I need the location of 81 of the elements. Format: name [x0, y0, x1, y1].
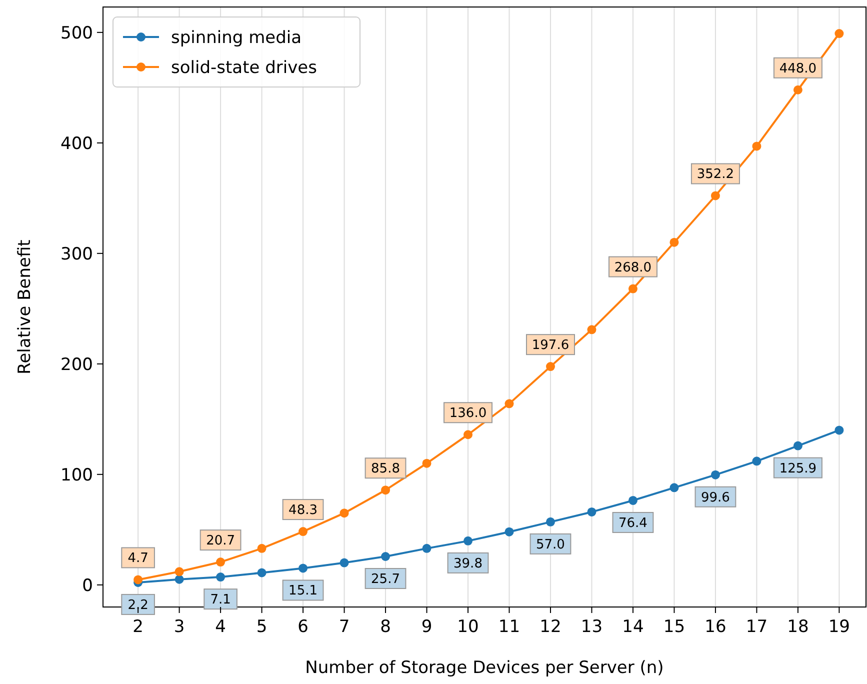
point	[298, 527, 308, 536]
point	[298, 564, 308, 573]
x-tick-label: 19	[828, 617, 850, 637]
data-label: 268.0	[614, 260, 652, 276]
point	[464, 430, 473, 440]
point	[340, 508, 349, 518]
x-tick-label: 3	[174, 617, 185, 637]
x-tick-label: 11	[498, 617, 520, 637]
point	[834, 29, 844, 38]
point	[257, 568, 266, 578]
legend-label: spinning media	[171, 28, 302, 48]
data-label: 48.3	[288, 503, 318, 518]
point	[710, 191, 720, 200]
point	[793, 85, 802, 94]
point	[834, 426, 844, 435]
point	[381, 486, 390, 495]
data-label: 136.0	[449, 406, 487, 422]
legend-label: solid-state drives	[171, 58, 318, 78]
data-label: 76.4	[618, 516, 648, 531]
point	[174, 574, 184, 584]
point	[587, 507, 596, 516]
point	[422, 458, 432, 468]
data-label: 39.8	[454, 556, 482, 572]
point	[340, 558, 349, 568]
point	[752, 142, 762, 151]
point	[216, 572, 226, 582]
x-tick-label: 9	[421, 617, 432, 637]
x-tick-label: 18	[787, 617, 809, 637]
x-tick-label: 14	[622, 617, 644, 637]
data-label: 2.2	[128, 598, 148, 613]
data-label: 20.7	[206, 534, 236, 549]
data-label: 15.1	[288, 584, 318, 599]
point	[670, 238, 679, 247]
x-tick-label: 4	[215, 617, 226, 637]
point	[793, 441, 802, 450]
x-tick-label: 8	[380, 617, 391, 637]
x-tick-label: 6	[298, 617, 308, 637]
y-axis-title: Relative Benefit	[15, 239, 35, 374]
point	[504, 399, 514, 408]
x-tick-label: 12	[540, 617, 562, 637]
y-tick-label: 100	[60, 465, 93, 486]
data-label: 197.6	[532, 338, 570, 354]
data-label: 4.7	[128, 551, 148, 566]
point	[134, 575, 143, 584]
point	[504, 527, 514, 536]
point	[257, 544, 266, 553]
y-tick-label: 400	[60, 134, 93, 154]
data-label: 25.7	[371, 572, 400, 588]
x-tick-label: 16	[704, 617, 726, 637]
point	[628, 284, 638, 294]
point	[670, 483, 679, 492]
y-tick-label: 300	[60, 244, 93, 264]
data-label: 125.9	[779, 461, 817, 476]
x-tick-label: 15	[663, 617, 686, 637]
point	[546, 362, 555, 372]
point	[381, 552, 390, 562]
data-label: 99.6	[700, 490, 730, 506]
point	[174, 567, 184, 576]
y-tick-label: 0	[82, 576, 93, 596]
point	[628, 496, 638, 505]
point	[546, 517, 555, 526]
point	[464, 536, 473, 546]
point	[422, 544, 432, 553]
point	[710, 470, 720, 480]
data-label: 57.0	[536, 537, 565, 552]
x-tick-label: 2	[132, 617, 144, 637]
data-label: 448.0	[779, 61, 817, 76]
data-label: 352.2	[696, 167, 734, 182]
data-label: 7.1	[210, 592, 231, 608]
data-label: 85.8	[371, 462, 400, 477]
x-tick-label: 10	[457, 617, 479, 637]
y-tick-label: 200	[60, 354, 93, 375]
point	[752, 456, 762, 466]
y-tick-label: 500	[60, 23, 93, 44]
x-tick-label: 7	[338, 617, 350, 637]
point	[216, 558, 226, 567]
x-tick-label: 17	[746, 617, 768, 637]
x-tick-label: 13	[580, 617, 603, 637]
x-tick-label: 5	[256, 617, 268, 637]
point	[587, 325, 596, 334]
x-axis-title: Number of Storage Devices per Server (n)	[305, 658, 664, 678]
